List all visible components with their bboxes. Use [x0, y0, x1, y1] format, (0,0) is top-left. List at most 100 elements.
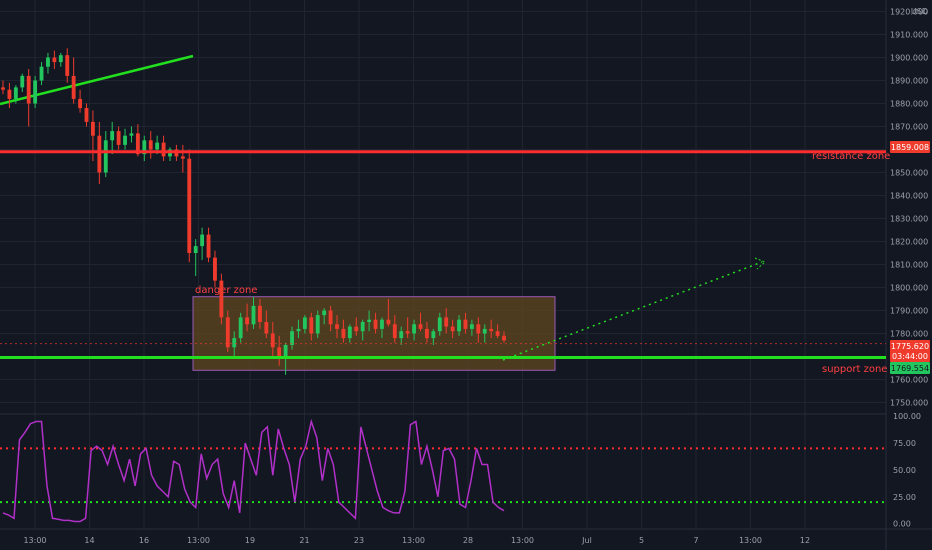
price-tick-label: 1790.000	[890, 307, 928, 316]
time-tick-label: 21	[299, 536, 309, 545]
candle-body	[322, 310, 327, 316]
candle-body	[476, 324, 481, 334]
grid	[0, 0, 886, 529]
time-tick-label: 13:00	[187, 536, 210, 545]
current-price-tag: 1775.620 03:44:00	[890, 340, 930, 362]
candle-body	[52, 57, 57, 63]
candle-body	[354, 326, 359, 332]
support-zone-label: support zone	[822, 364, 887, 375]
candle-body	[335, 324, 339, 329]
candle-body	[232, 338, 237, 348]
time-tick-label: 23	[354, 536, 364, 545]
price-tick-label: 1760.000	[890, 376, 928, 385]
candle-body	[418, 324, 423, 329]
candle-body	[110, 131, 115, 141]
price-tick-label: 1870.000	[890, 123, 928, 132]
candle-body	[373, 319, 378, 329]
candle-body	[123, 135, 127, 145]
candle-body	[457, 319, 461, 332]
price-tick-label: 1900.000	[890, 54, 928, 63]
candle-body	[424, 328, 429, 339]
price-tick-label: 1830.000	[890, 215, 928, 224]
time-tick-label: 13:00	[739, 536, 762, 545]
candle-body	[71, 75, 76, 99]
candle-body	[238, 317, 243, 339]
rsi-pane	[0, 418, 886, 523]
price-tick-label: 1780.000	[890, 330, 928, 339]
candle-body	[290, 331, 294, 345]
candle-body	[309, 317, 314, 334]
candle-body	[103, 140, 108, 173]
candle-body	[142, 140, 147, 155]
candle-body	[33, 80, 38, 104]
price-tick-label: 1840.000	[890, 192, 928, 201]
candle-body	[341, 328, 346, 339]
price-tick-label: 1920.000	[890, 8, 928, 17]
price-tick-label: 1850.000	[890, 169, 928, 178]
candle-body	[225, 317, 230, 348]
candle-body	[431, 331, 436, 339]
candle-body	[200, 234, 205, 247]
countdown-tag-text: 03:44:00	[892, 352, 928, 361]
rsi-line	[2, 418, 505, 523]
candle-body	[84, 108, 89, 122]
candle-body	[315, 315, 320, 334]
candle-body	[386, 319, 391, 325]
resistance-price-tag: 1859.008	[890, 141, 930, 153]
support-price-tag: 1769.554	[890, 362, 930, 374]
candle-body	[380, 319, 384, 329]
candle-body	[360, 322, 365, 332]
candle-body	[116, 131, 121, 145]
price-tick-label: 1890.000	[890, 77, 928, 86]
candle-body	[46, 57, 50, 67]
candle-body	[450, 326, 455, 332]
projection-dotted-line[interactable]	[502, 261, 763, 361]
candle-body	[444, 317, 449, 327]
candle-body	[78, 98, 83, 109]
time-tick-label: 13:00	[402, 536, 425, 545]
candle-body	[482, 328, 487, 334]
candles	[1, 48, 506, 375]
candle-body	[302, 317, 307, 329]
resistance-price-tag-text: 1859.008	[891, 143, 929, 152]
rsi-axis[interactable]: 0.00 25.00 50.00 75.00 100.00	[893, 412, 921, 528]
time-tick-label: Jul	[581, 536, 592, 545]
rsi-tick-label: 50.00	[893, 466, 916, 475]
candle-body	[1, 87, 5, 90]
price-tick-label: 1750.000	[890, 399, 928, 408]
candle-body	[213, 257, 217, 281]
candle-body	[13, 87, 18, 99]
candle-body	[469, 324, 474, 329]
candle-body	[277, 347, 282, 359]
candle-body	[20, 75, 25, 88]
candle-body	[412, 324, 417, 334]
candle-body	[65, 55, 70, 76]
resistance-zone-label: resistance zone	[812, 151, 890, 162]
candle-body	[270, 333, 275, 348]
candle-body	[97, 135, 102, 173]
current-price-tag-text: 1775.620	[891, 342, 929, 351]
time-axis[interactable]: 13:00 14 16 13:00 19 21 23 13:00 28 13:00 Jul 5 7 13:…	[23, 536, 810, 545]
rsi-tick-label: 25.00	[893, 493, 916, 502]
time-tick-label: 16	[139, 536, 149, 545]
candle-body	[26, 75, 31, 104]
candle-body	[405, 331, 410, 334]
currency-label: USD	[911, 7, 928, 16]
candle-body	[283, 345, 288, 359]
time-tick-label: 12	[800, 536, 810, 545]
candle-body	[7, 89, 12, 99]
candle-body	[219, 280, 224, 318]
rsi-tick-label: 0.00	[893, 520, 911, 529]
price-tick-label: 1910.000	[890, 31, 928, 40]
candle-body	[502, 335, 506, 341]
projection-arrowhead	[754, 257, 766, 270]
candle-body	[155, 142, 160, 150]
trendline-upper[interactable]	[0, 54, 194, 106]
price-tick-label: 1880.000	[890, 100, 928, 109]
candle-body	[463, 319, 468, 329]
price-tick-label: 1800.000	[890, 284, 928, 293]
candle-body	[264, 322, 269, 334]
price-tick-label: 1820.000	[890, 238, 928, 247]
